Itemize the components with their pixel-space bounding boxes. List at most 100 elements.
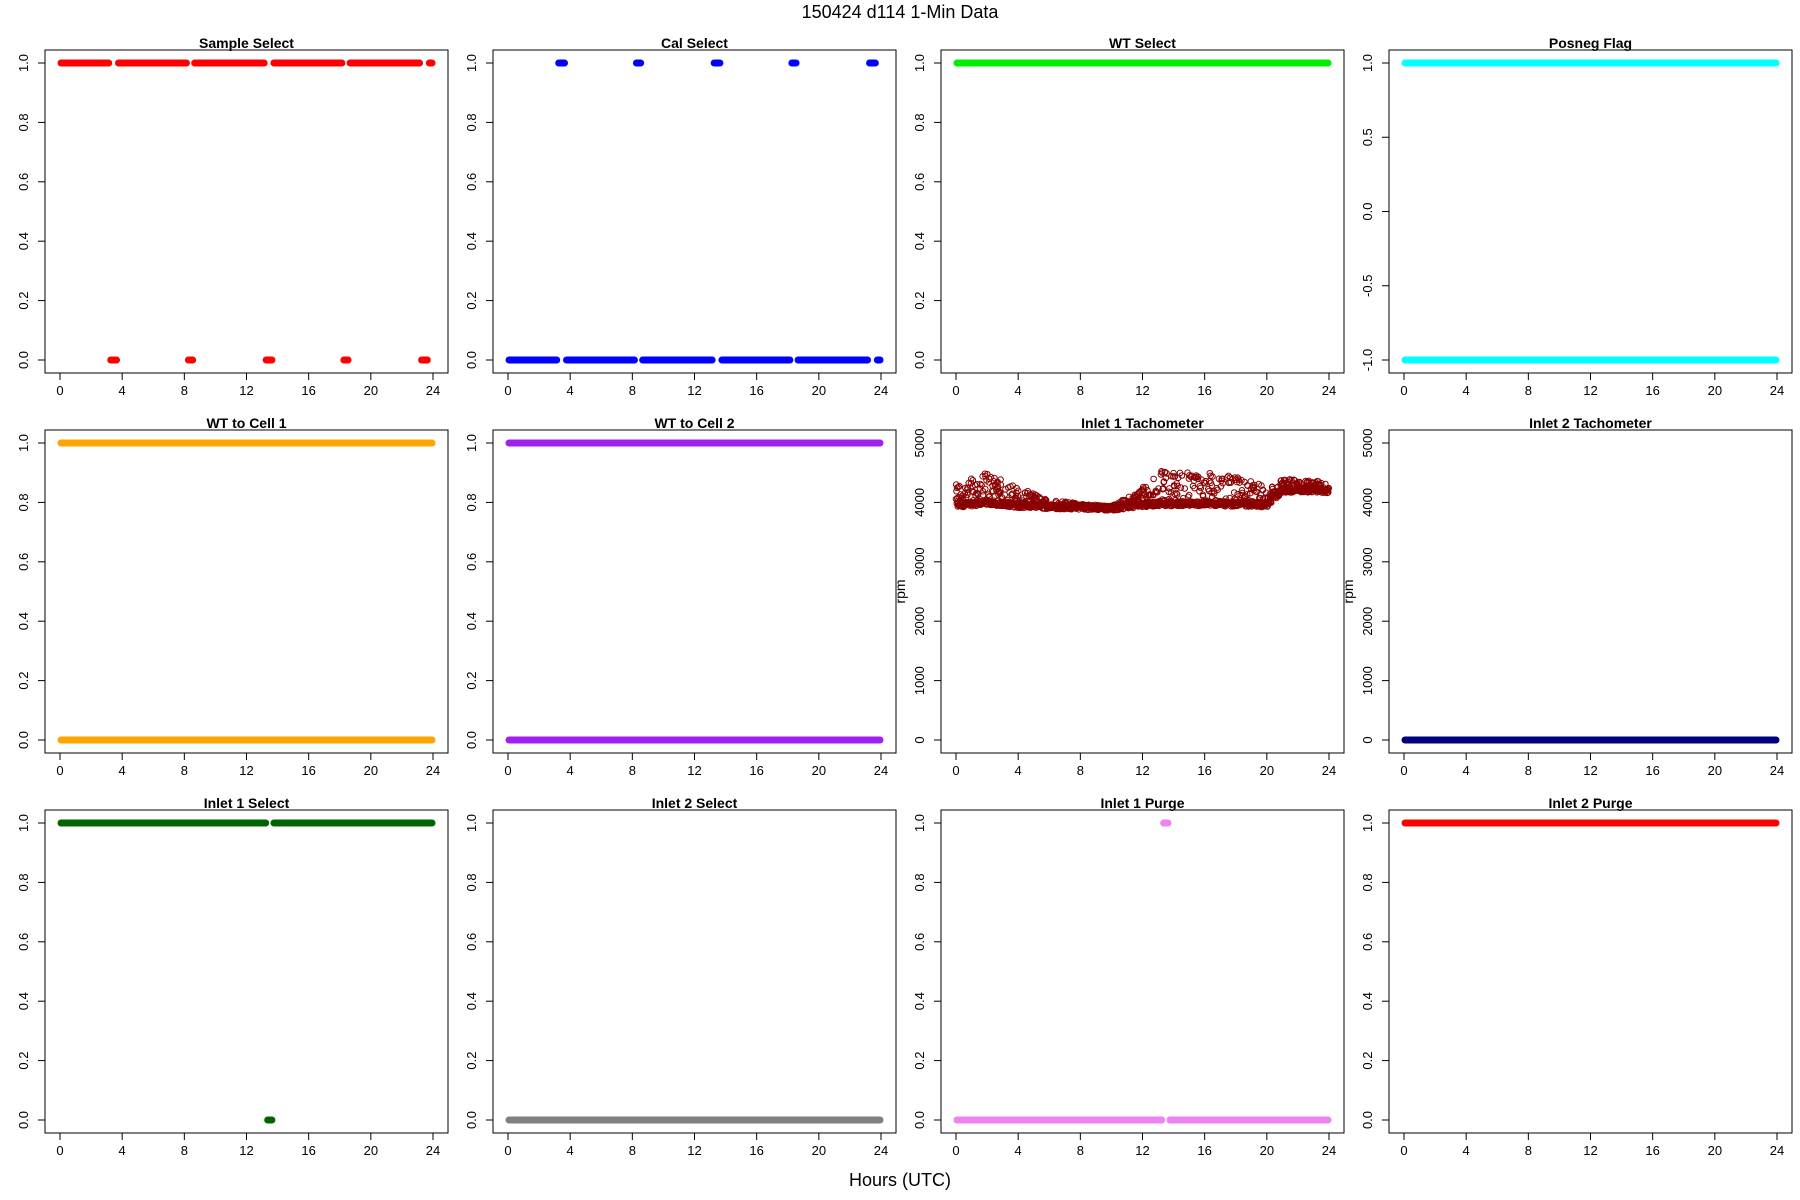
data-point [997,481,1005,489]
panel-title: WT to Cell 2 [654,415,734,431]
data-point [953,487,960,495]
x-tick-label: 8 [629,1143,636,1158]
data-point [991,474,998,482]
data-point [1177,484,1185,491]
data-point [1170,469,1177,477]
panel-inlet-1-select: Inlet 1 Select 0 4 8 12 16 20 24 0.0 0.2 0.4 0.6 0.8… [16,795,449,1158]
x-tick-label: 0 [952,763,959,778]
y-tick-label: 1.0 [464,434,479,452]
x-tick-label: 24 [1322,383,1336,398]
y-tick-label: 4000 [1360,488,1375,517]
y-tick-label: 5000 [912,429,927,458]
y-tick-label: 0.6 [912,173,927,191]
x-tick-label: 4 [119,383,126,398]
y-tick-label: 0.2 [464,1052,479,1070]
data-point [1153,488,1161,496]
x-tick-label: 24 [874,1143,888,1158]
x-tick-label: 12 [687,383,701,398]
x-tick-label: 4 [567,383,574,398]
y-tick-label: 0.0 [16,1111,31,1129]
y-tick-label: 0.4 [16,232,31,250]
x-tick-label: 16 [1645,1143,1659,1158]
data-point [988,487,996,495]
data-point [1209,473,1216,480]
y-tick-label: 0.0 [912,1111,927,1129]
data-point [1244,482,1251,490]
y-tick-label: 0.4 [912,992,927,1010]
y-tick-label: 0.8 [16,873,31,891]
panel-wt-select: WT Select 0 4 8 12 16 20 24 0.0 0.2 0.4 0.6 0.8 1.0 [912,35,1345,398]
data-point [1296,478,1303,486]
panel-title: Sample Select [199,35,294,51]
series-wt-to-cell-2 [505,439,884,744]
y-tick-label: 0.0 [16,731,31,749]
x-tick-label: 16 [749,1143,763,1158]
plot-frame [492,809,897,1134]
y-tick-label: 0.0 [912,351,927,369]
x-tick-label: 4 [1463,1143,1470,1158]
panel-sample-select: Sample Select 0 4 8 12 16 20 24 0.0 0.2 0.4 0.6 0.8 1… [16,35,449,398]
data-point [1235,476,1242,483]
data-point [977,480,984,488]
y-tick-label: 0.8 [1360,873,1375,891]
data-point [1174,482,1181,490]
data-point [1194,475,1202,483]
x-tick-label: 4 [1015,1143,1022,1158]
x-tick-label: 20 [364,1143,378,1158]
plot-frame [44,49,449,374]
x-tick-label: 20 [1708,383,1722,398]
y-axis-label: rpm [1340,579,1356,603]
y-tick-label: -0.5 [1360,275,1375,297]
y-tick-label: 1.0 [912,814,927,832]
y-tick-label: 1.0 [912,54,927,72]
y-tick-label: 0.8 [912,113,927,131]
x-tick-label: 4 [567,1143,574,1158]
y-tick-label: 2000 [1360,607,1375,636]
data-point [981,485,989,493]
x-tick-label: 20 [1260,763,1274,778]
data-point [955,483,962,491]
y-tick-label: 0.0 [464,731,479,749]
data-point [1207,479,1215,487]
x-tick-label: 16 [1197,383,1211,398]
panel-cal-select: Cal Select 0 4 8 12 16 20 24 0.0 0.2 0.4 0.6 0.8 1.0 [464,35,897,398]
x-tick-label: 24 [874,763,888,778]
y-tick-label: 0.8 [464,493,479,511]
y-tick-label: 0 [1360,736,1375,743]
x-tick-label: 4 [1463,763,1470,778]
data-point [1158,469,1166,476]
data-point [978,481,985,489]
y-tick-label: 0.6 [1360,933,1375,951]
x-tick-label: 0 [1400,383,1407,398]
series-cal-select [505,59,884,364]
data-point [1160,478,1168,485]
data-point [1324,489,1332,496]
x-tick-label: 12 [1583,763,1597,778]
y-tick-label: 0.8 [912,873,927,891]
panel-inlet-1-tachometer: Inlet 1 Tachometer 0 4 8 12 16 20 24 0 1000 2000 30… [892,415,1345,778]
x-tick-label: 16 [1197,763,1211,778]
page-title: 150424 d114 1-Min Data [801,2,999,22]
x-tick-label: 16 [301,383,315,398]
x-tick-label: 4 [119,763,126,778]
x-tick-label: 0 [504,1143,511,1158]
data-point [973,489,980,497]
plot-frame [940,49,1345,374]
x-tick-label: 20 [812,1143,826,1158]
x-tick-label: 0 [1400,763,1407,778]
data-point [1150,475,1157,483]
y-tick-label: 1.0 [16,814,31,832]
x-tick-label: 16 [1645,383,1659,398]
panel-title: Inlet 2 Tachometer [1529,415,1652,431]
y-tick-label: 0.4 [912,232,927,250]
y-tick-label: 0.4 [16,992,31,1010]
x-tick-label: 20 [1260,383,1274,398]
y-tick-label: 0.6 [464,553,479,571]
y-tick-label: 1.0 [1360,814,1375,832]
y-tick-label: 0.6 [16,553,31,571]
x-tick-label: 16 [301,763,315,778]
data-point [1197,484,1205,492]
y-tick-label: 2000 [912,607,927,636]
x-tick-label: 12 [1135,763,1149,778]
